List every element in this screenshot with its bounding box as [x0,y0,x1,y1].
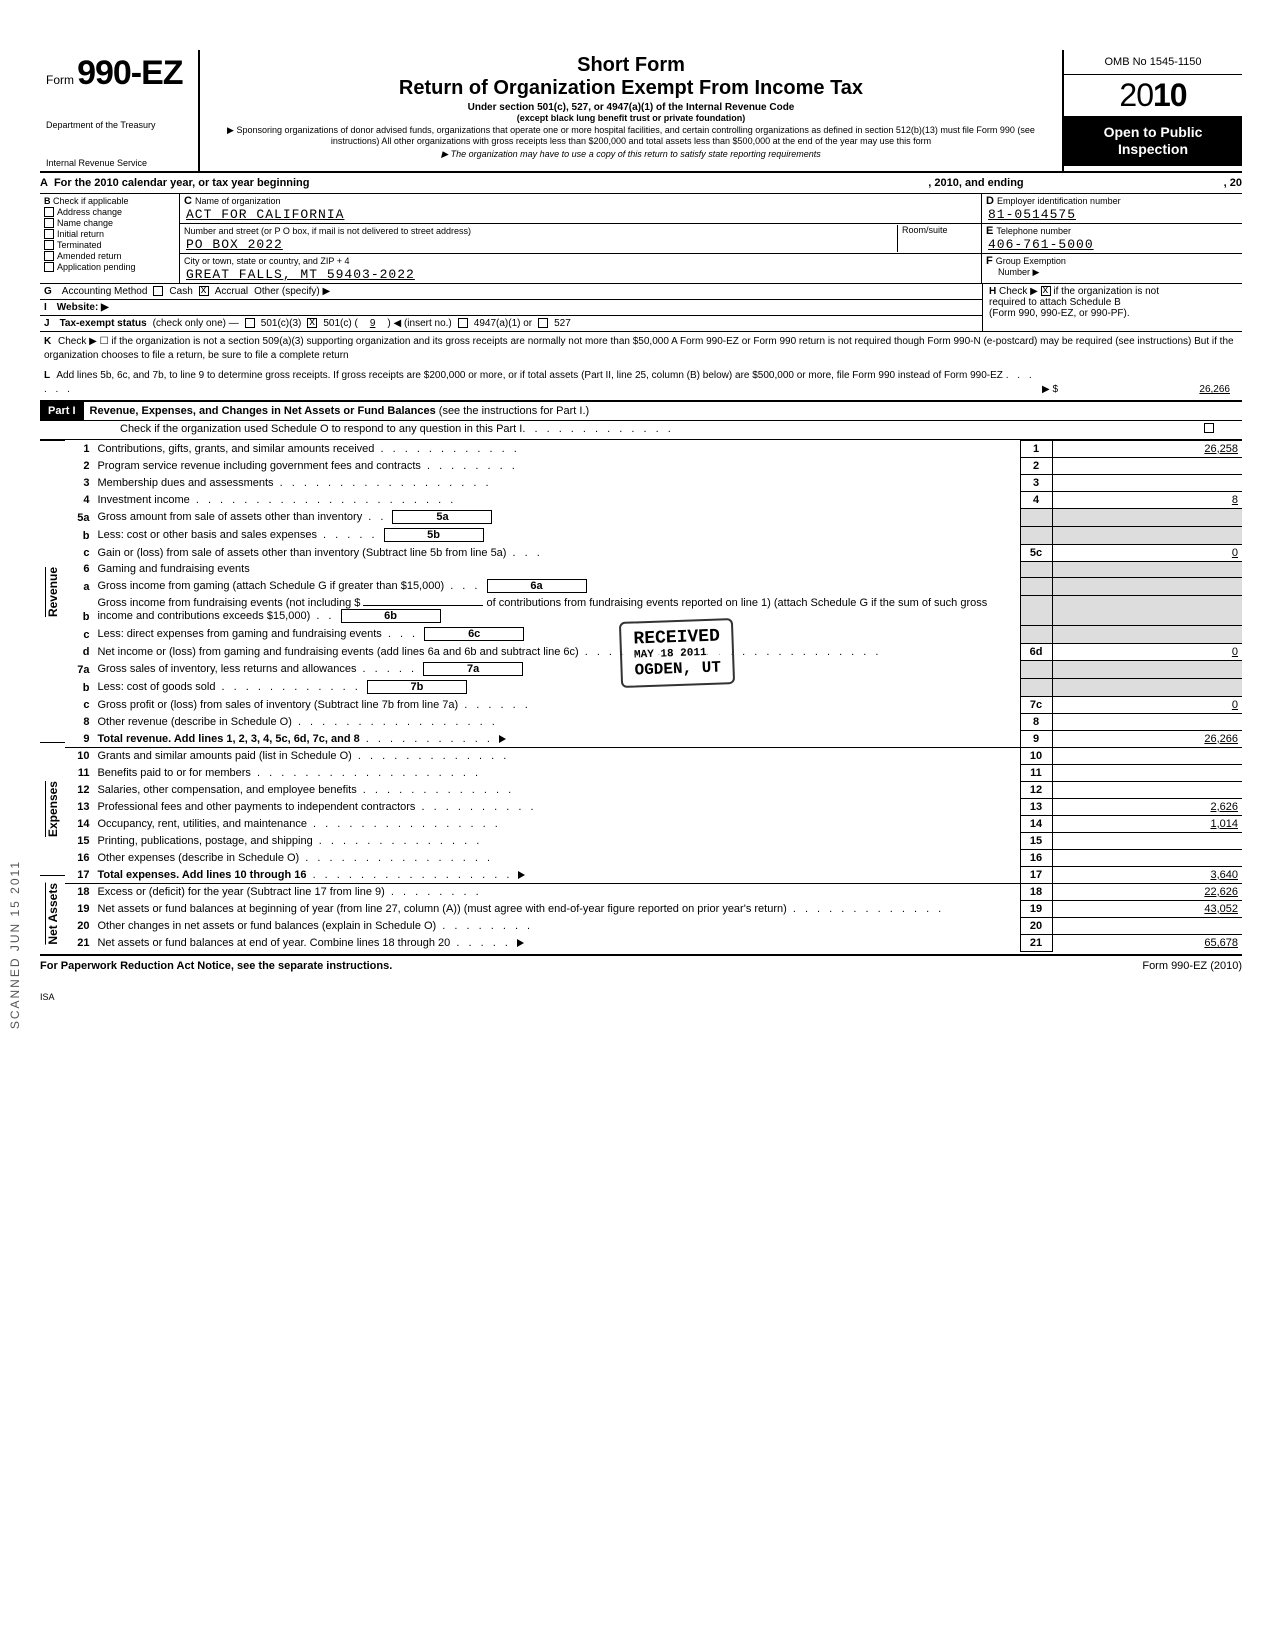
tax-year: 2010 [1064,75,1242,116]
line-21-amt: 65,678 [1052,934,1242,951]
omb-number: OMB No 1545-1150 [1064,50,1242,75]
line-19-amt: 43,052 [1052,900,1242,917]
line-5c-amt: 0 [1052,544,1242,561]
line-7c-amt: 0 [1052,696,1242,713]
check-527[interactable] [538,318,548,328]
line-13-amt: 2,626 [1052,798,1242,815]
check-501c3[interactable] [245,318,255,328]
entity-info-row: B Check if applicable Address change Nam… [40,194,1242,284]
check-cash[interactable] [153,286,163,296]
line-9-amt: 26,266 [1052,730,1242,747]
isa-mark: ISA [40,992,1242,1002]
expenses-label: Expenses [45,781,60,837]
check-pending[interactable] [44,262,54,272]
phone: 406-761-5000 [986,237,1238,252]
received-stamp: RECEIVED MAY 18 2011 OGDEN, UT [619,618,736,688]
line-17-amt: 3,640 [1052,866,1242,883]
check-schedule-o[interactable] [1204,423,1214,433]
org-address: PO BOX 2022 [184,237,897,252]
check-accrual[interactable] [199,286,209,296]
line-14-amt: 1,014 [1052,815,1242,832]
scanned-stamp: SCANNED JUN 15 2011 [8,860,22,1029]
open-public: Open to Public Inspection [1064,116,1242,166]
return-title: Return of Organization Exempt From Incom… [210,77,1052,100]
lines-table: 1Contributions, gifts, grants, and simil… [65,440,1242,952]
row-k: K Check ▶ ☐ if the organization is not a… [40,332,1242,366]
check-name-change[interactable] [44,218,54,228]
ein: 81-0514575 [986,207,1238,222]
check-schedule-b[interactable] [1041,286,1051,296]
org-city: GREAT FALLS, MT 59403-2022 [184,267,977,282]
section-a: A For the 2010 calendar year, or tax yea… [40,173,1242,194]
check-4947[interactable] [458,318,468,328]
part-1-sub: Check if the organization used Schedule … [40,421,1242,440]
subtitle-2: (except black lung benefit trust or priv… [210,113,1052,123]
check-amended[interactable] [44,251,54,261]
footer: For Paperwork Reduction Act Notice, see … [40,954,1242,972]
org-name: ACT FOR CALIFORNIA [184,207,977,222]
check-terminated[interactable] [44,240,54,250]
row-l: L Add lines 5b, 6c, and 7b, to line 9 to… [40,366,1242,401]
revenue-label: Revenue [45,567,60,617]
form-label: Form [46,73,74,87]
gross-receipts: 26,266 [1058,383,1238,397]
netassets-label: Net Assets [45,883,60,945]
line-4-amt: 8 [1052,491,1242,508]
part-1-header: Part I Revenue, Expenses, and Changes in… [40,401,1242,421]
instructions-2: ▶ The organization may have to use a cop… [210,149,1052,160]
line-1-amt: 26,258 [1052,440,1242,457]
line-18-amt: 22,626 [1052,883,1242,900]
check-initial-return[interactable] [44,229,54,239]
subtitle-1: Under section 501(c), 527, or 4947(a)(1)… [210,102,1052,113]
line-6d-amt: 0 [1052,643,1242,660]
dept-irs: Internal Revenue Service [46,159,192,169]
dept-treasury: Department of the Treasury [46,121,192,131]
short-form-title: Short Form [210,54,1052,77]
form-number: 990-EZ [77,54,183,92]
instructions-1: ▶ Sponsoring organizations of donor advi… [210,125,1052,147]
check-address-change[interactable] [44,207,54,217]
form-header: Form 990-EZ Department of the Treasury I… [40,50,1242,173]
check-501c[interactable] [307,318,317,328]
